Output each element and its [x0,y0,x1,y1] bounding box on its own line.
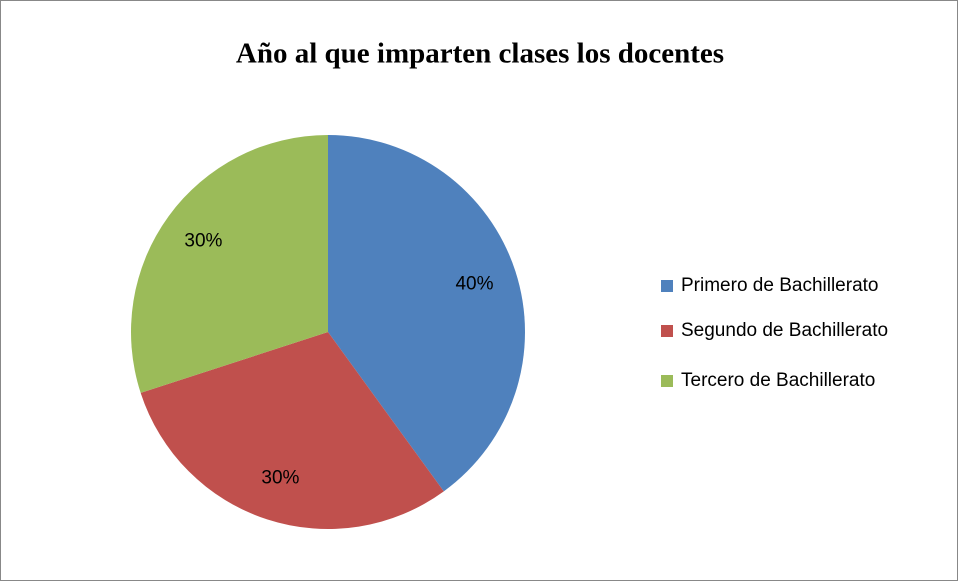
legend-swatch [661,375,673,387]
pie-slice [130,135,328,393]
pie-slice [328,135,526,492]
chart-title: Año al que imparten clases los docentes [236,38,724,70]
legend-swatch [661,325,673,337]
data-label: 40% [455,273,493,294]
legend-label: Segundo de Bachillerato [681,320,888,341]
data-label: 30% [261,467,299,488]
data-label: 30% [184,230,222,251]
pie-slice [140,332,444,529]
legend-label: Primero de Bachillerato [681,275,878,296]
legend-label: Tercero de Bachillerato [681,370,875,391]
legend-swatch [661,280,673,292]
